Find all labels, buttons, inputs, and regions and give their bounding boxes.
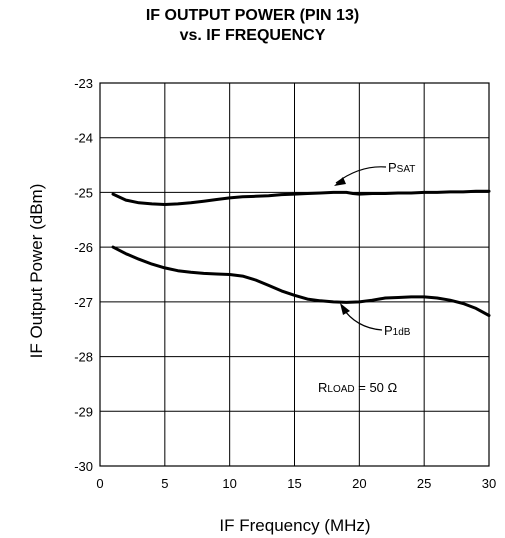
series-line-p1db	[111, 245, 491, 317]
series-lines	[111, 189, 491, 317]
chart-title-line2: vs. IF FREQUENCY	[179, 27, 326, 44]
chart-title-line1: IF OUTPUT POWER (PIN 13)	[145, 7, 360, 24]
y-axis-label: IF Output Power (dBm)	[27, 184, 46, 359]
x-tick-label: 15	[287, 476, 301, 491]
p1db-label: P1dB	[384, 323, 411, 338]
series-line-psat	[111, 189, 491, 206]
y-tick-label: -25	[74, 185, 93, 200]
grid	[99, 82, 490, 467]
psat-label: PSAT	[388, 160, 415, 175]
x-tick-label: 10	[222, 476, 236, 491]
y-tick-label: -24	[74, 131, 93, 146]
p1db-arrowhead	[340, 303, 350, 315]
x-axis-label: IF Frequency (MHz)	[219, 516, 370, 535]
rload-label: RLOAD = 50 Ω	[318, 380, 398, 395]
y-tick-label: -28	[74, 350, 93, 365]
tick-labels: 0 5 10 15 20 25 30 -23 -24 -25 -26 -27 -28 -29 -30	[74, 76, 496, 491]
y-tick-label: -30	[74, 459, 93, 474]
psat-arrowhead	[334, 177, 346, 186]
y-tick-label: -27	[74, 295, 93, 310]
x-tick-label: 5	[161, 476, 168, 491]
x-tick-label: 25	[417, 476, 431, 491]
y-tick-label: -23	[74, 76, 93, 91]
x-tick-label: 20	[352, 476, 366, 491]
y-tick-label: -29	[74, 404, 93, 419]
plot-frame	[99, 82, 490, 467]
y-tick-label: -26	[74, 240, 93, 255]
x-tick-label: 0	[96, 476, 103, 491]
x-tick-label: 30	[482, 476, 496, 491]
